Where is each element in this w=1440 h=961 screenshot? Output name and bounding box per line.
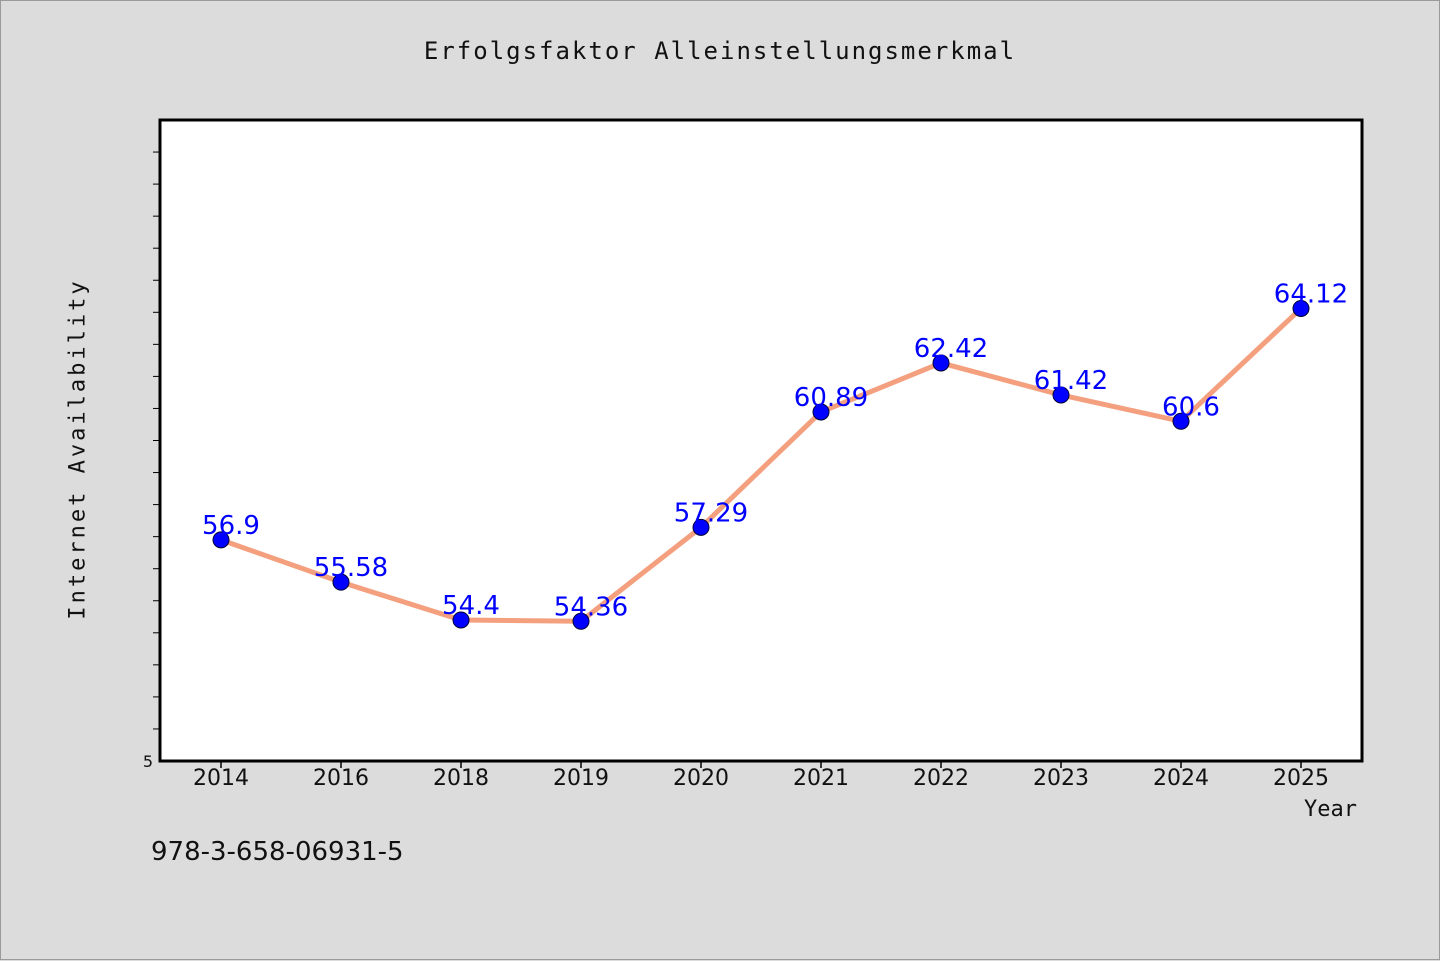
data-markers — [212, 299, 1310, 630]
data-point — [212, 531, 230, 549]
x-axis-label: Year — [1304, 797, 1357, 822]
x-tick-label: 2019 — [553, 766, 609, 791]
x-ticks: 2014 2016 2018 2019 2020 2021 2022 2023 2024 2025 — [193, 761, 1329, 791]
isbn-footnote: 978-3-658-06931-5 — [151, 837, 404, 867]
data-label: 56.9 — [202, 511, 260, 541]
data-label: 55.58 — [314, 553, 388, 583]
data-point — [692, 518, 710, 536]
chart-title: Erfolgsfaktor Alleinstellungsmerkmal — [423, 37, 1017, 65]
x-tick-label: 2020 — [673, 766, 729, 791]
data-label: 54.36 — [554, 592, 628, 622]
x-tick-label: 2021 — [793, 766, 849, 791]
series-line — [220, 306, 1303, 624]
x-tick-label: 2016 — [313, 766, 369, 791]
x-tick-label: 2014 — [193, 766, 249, 791]
x-tick-label: 2024 — [1153, 766, 1209, 791]
data-point — [572, 612, 590, 630]
x-tick-label: 2022 — [913, 766, 969, 791]
y-tick-label-min: 5 — [143, 752, 153, 771]
data-point — [932, 354, 950, 372]
data-point — [1172, 412, 1190, 430]
data-label: 64.12 — [1274, 279, 1348, 309]
data-label: 60.89 — [794, 383, 868, 413]
data-label: 54.4 — [442, 591, 500, 621]
data-point — [452, 611, 470, 629]
data-label: 60.6 — [1162, 392, 1220, 422]
data-label: 62.42 — [914, 334, 988, 364]
x-tick-label: 2018 — [433, 766, 489, 791]
data-label: 57.29 — [674, 498, 748, 528]
x-tick-label: 2025 — [1273, 766, 1329, 791]
data-labels: 56.9 55.58 54.4 54.36 57.29 60.89 62.42 61.42 60… — [202, 279, 1348, 622]
data-label: 61.42 — [1034, 366, 1108, 396]
data-point — [332, 573, 350, 591]
plot-frame — [158, 118, 1364, 763]
y-ticks — [153, 151, 160, 730]
data-point — [1052, 386, 1070, 404]
data-point — [1292, 299, 1310, 317]
x-tick-label: 2023 — [1033, 766, 1089, 791]
data-point — [812, 403, 830, 421]
